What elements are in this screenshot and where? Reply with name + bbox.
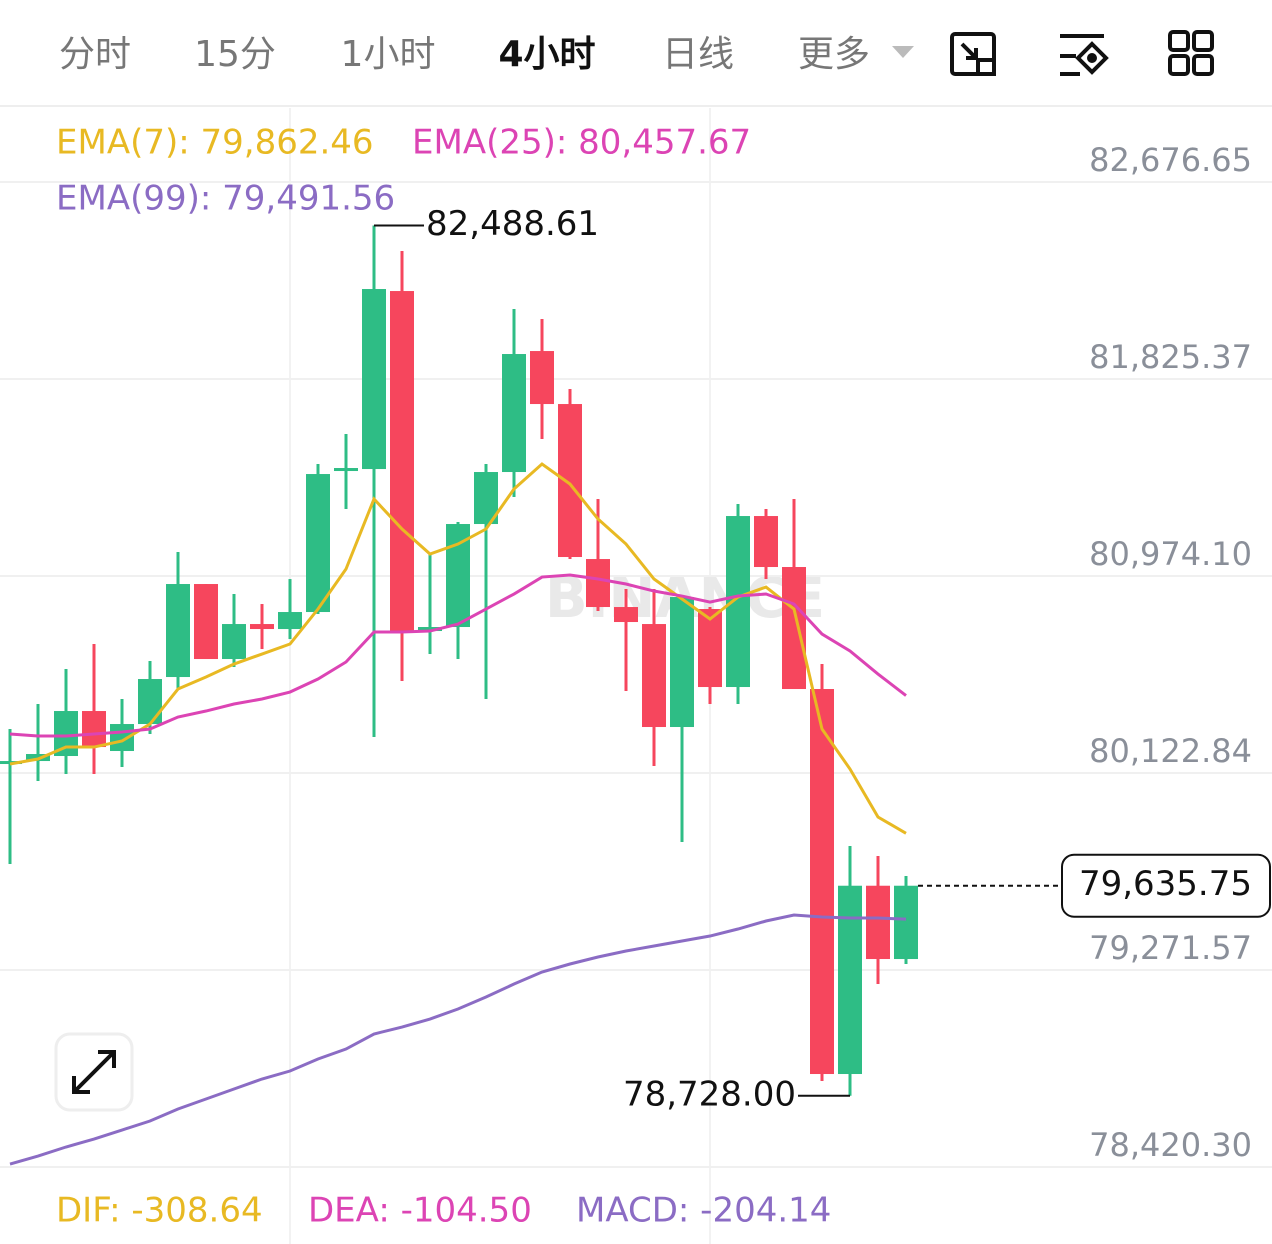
ema-line xyxy=(9,462,907,835)
candle-body xyxy=(726,516,750,688)
y-tick-label: 82,676.65 xyxy=(1089,141,1252,179)
low-label: 78,728.00 xyxy=(623,1074,796,1114)
candle-body xyxy=(82,711,106,748)
candle-body xyxy=(670,597,694,728)
candle-body xyxy=(306,474,330,613)
candle-body xyxy=(250,624,274,630)
candle-body xyxy=(754,516,778,568)
candle-body xyxy=(810,689,834,1075)
candle-body xyxy=(278,612,302,630)
y-tick-label: 78,420.30 xyxy=(1089,1126,1252,1164)
tab[interactable]: 1小时 xyxy=(341,34,436,75)
y-tick-label: 80,974.10 xyxy=(1089,535,1252,573)
candle-body xyxy=(222,624,246,660)
last-price-box xyxy=(1061,853,1271,918)
icon-settings[interactable] xyxy=(1060,34,1109,76)
tab[interactable]: 更多 xyxy=(798,34,870,75)
expand-button[interactable] xyxy=(54,1032,134,1112)
tab[interactable]: 15分 xyxy=(194,34,276,75)
indicator-text: DEA: -104.50 xyxy=(308,1191,532,1231)
candle-body xyxy=(418,627,442,632)
candle-body xyxy=(614,607,638,623)
candle-body xyxy=(782,567,806,690)
candle-body xyxy=(866,885,890,960)
y-tick-label: 79,271.57 xyxy=(1089,929,1252,967)
candle-body xyxy=(362,289,386,470)
icon-crop[interactable] xyxy=(950,32,996,76)
candle-body xyxy=(138,679,162,725)
tab[interactable]: 日线 xyxy=(662,34,734,75)
legend-entry: EMA(25): 80,457.67 xyxy=(412,123,751,163)
ema-line xyxy=(9,913,907,1166)
candle-body xyxy=(194,584,218,660)
y-tick-label: 80,122.84 xyxy=(1089,732,1252,770)
indicator-text: MACD: -204.14 xyxy=(576,1191,831,1231)
legend-entry: EMA(99): 79,491.56 xyxy=(56,179,395,219)
candle-body xyxy=(586,559,610,608)
legend-entry: EMA(7): 79,862.46 xyxy=(56,123,374,163)
tab[interactable]: 4小时 xyxy=(498,34,595,75)
indicator-text: DIF: -308.64 xyxy=(56,1191,263,1231)
candle-body xyxy=(698,609,722,688)
candle-body xyxy=(334,468,358,472)
toolbar-icons xyxy=(950,30,1214,76)
candle-body xyxy=(502,354,526,473)
candle-body xyxy=(390,291,414,632)
candle-body xyxy=(894,885,918,960)
ema-line xyxy=(9,573,907,738)
high-label: 82,488.61 xyxy=(426,204,599,244)
last-price-label: 79,635.75 xyxy=(1079,864,1252,904)
dropdown-arrow xyxy=(892,46,914,58)
tab[interactable]: 分时 xyxy=(59,34,131,75)
candle-body xyxy=(838,885,862,1075)
y-tick-label: 81,825.37 xyxy=(1089,338,1252,376)
candle-body xyxy=(642,624,666,728)
icon-grid[interactable] xyxy=(1168,30,1214,76)
candle-body xyxy=(166,584,190,678)
candle-body xyxy=(558,404,582,558)
candle-body xyxy=(530,351,554,405)
